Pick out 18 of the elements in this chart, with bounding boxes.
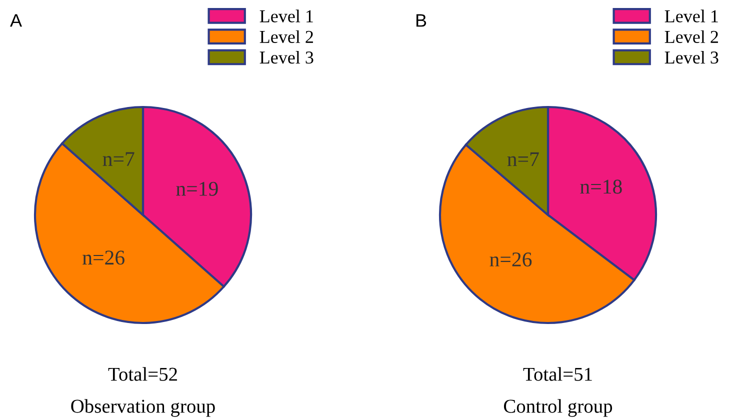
legend-label: Level 2 xyxy=(260,30,313,44)
data-label: n=7 xyxy=(507,152,539,166)
chart-title: B xyxy=(416,14,426,27)
data-label: n=18 xyxy=(580,180,622,194)
data-label: n=19 xyxy=(176,182,218,196)
text: Observation group xyxy=(71,399,215,417)
legend-label: Level 3 xyxy=(664,50,718,64)
legend-label: Level 3 xyxy=(260,50,314,64)
legend-label: Level 2 xyxy=(664,30,718,44)
text: Total=52 xyxy=(108,367,177,381)
chart-title: A xyxy=(10,14,22,27)
data-label: n=7 xyxy=(102,152,134,166)
text: Control group xyxy=(504,399,612,417)
data-label: n=26 xyxy=(490,252,532,266)
legend-label: Level 1 xyxy=(664,10,718,22)
text: Total=51 xyxy=(523,367,592,381)
legend-label: Level 1 xyxy=(260,10,313,22)
data-label: n=26 xyxy=(82,250,124,265)
